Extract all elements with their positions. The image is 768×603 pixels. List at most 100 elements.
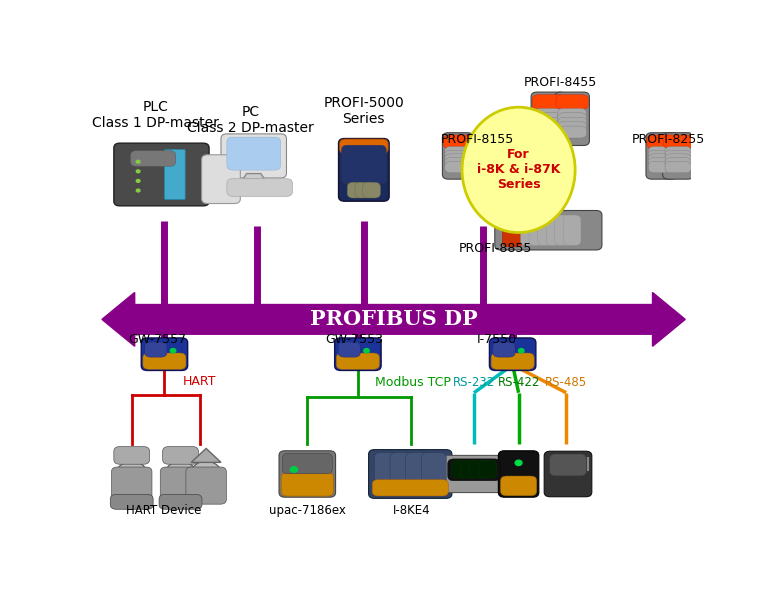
FancyBboxPatch shape [186, 467, 227, 504]
Circle shape [515, 460, 522, 466]
Text: PROFIBUS DP: PROFIBUS DP [310, 309, 478, 329]
FancyBboxPatch shape [529, 215, 547, 245]
Ellipse shape [462, 107, 575, 233]
FancyBboxPatch shape [532, 95, 564, 109]
FancyBboxPatch shape [534, 109, 563, 121]
FancyBboxPatch shape [663, 133, 694, 179]
FancyBboxPatch shape [558, 113, 587, 125]
FancyBboxPatch shape [442, 455, 505, 493]
FancyBboxPatch shape [281, 473, 333, 496]
Text: upac-7186ex: upac-7186ex [269, 504, 346, 517]
Text: PROFI-8255: PROFI-8255 [631, 133, 705, 146]
FancyBboxPatch shape [406, 453, 431, 487]
FancyBboxPatch shape [114, 447, 150, 464]
FancyBboxPatch shape [564, 215, 581, 245]
FancyBboxPatch shape [202, 155, 240, 204]
FancyBboxPatch shape [339, 139, 389, 201]
FancyBboxPatch shape [648, 147, 674, 158]
FancyBboxPatch shape [558, 109, 587, 121]
Circle shape [170, 349, 176, 353]
FancyBboxPatch shape [665, 157, 691, 169]
FancyBboxPatch shape [534, 126, 563, 138]
Circle shape [136, 160, 140, 163]
FancyBboxPatch shape [422, 453, 446, 487]
FancyBboxPatch shape [538, 215, 555, 245]
FancyBboxPatch shape [161, 467, 200, 504]
FancyBboxPatch shape [283, 453, 333, 474]
FancyBboxPatch shape [501, 476, 537, 496]
Circle shape [518, 349, 524, 353]
FancyBboxPatch shape [445, 147, 471, 158]
Ellipse shape [164, 461, 197, 491]
Polygon shape [191, 449, 221, 463]
Text: PROFI-8155: PROFI-8155 [441, 133, 515, 146]
Text: PC
Class 2 DP-master: PC Class 2 DP-master [187, 105, 314, 135]
FancyBboxPatch shape [443, 135, 472, 149]
FancyBboxPatch shape [227, 137, 280, 170]
FancyBboxPatch shape [489, 338, 536, 370]
FancyBboxPatch shape [648, 162, 674, 173]
FancyBboxPatch shape [114, 143, 209, 206]
FancyBboxPatch shape [336, 353, 379, 369]
FancyBboxPatch shape [502, 213, 522, 247]
FancyBboxPatch shape [558, 126, 587, 138]
FancyBboxPatch shape [445, 157, 471, 169]
FancyBboxPatch shape [448, 459, 500, 481]
FancyBboxPatch shape [221, 134, 286, 178]
Text: HART Device: HART Device [126, 504, 201, 517]
Circle shape [290, 467, 297, 472]
FancyBboxPatch shape [445, 154, 471, 165]
FancyBboxPatch shape [665, 162, 691, 173]
FancyBboxPatch shape [493, 342, 515, 357]
Circle shape [136, 180, 140, 182]
FancyBboxPatch shape [335, 338, 381, 370]
Text: RS-485: RS-485 [545, 376, 588, 389]
Text: PROFI-8455: PROFI-8455 [524, 76, 597, 89]
Polygon shape [102, 292, 685, 346]
FancyBboxPatch shape [372, 479, 449, 496]
Ellipse shape [190, 461, 223, 491]
FancyBboxPatch shape [143, 353, 186, 369]
FancyBboxPatch shape [111, 467, 152, 504]
FancyBboxPatch shape [460, 461, 478, 478]
FancyBboxPatch shape [141, 338, 187, 370]
FancyBboxPatch shape [545, 451, 592, 497]
FancyBboxPatch shape [546, 215, 564, 245]
FancyBboxPatch shape [390, 453, 415, 487]
FancyBboxPatch shape [646, 133, 677, 179]
FancyBboxPatch shape [131, 151, 176, 166]
FancyBboxPatch shape [558, 117, 587, 129]
FancyBboxPatch shape [163, 447, 198, 464]
FancyBboxPatch shape [279, 451, 336, 497]
Circle shape [136, 170, 140, 172]
Circle shape [364, 349, 369, 353]
FancyBboxPatch shape [342, 145, 386, 184]
Text: PLC
Class 1 DP-master: PLC Class 1 DP-master [92, 100, 219, 130]
FancyBboxPatch shape [531, 92, 565, 145]
FancyBboxPatch shape [558, 122, 587, 134]
FancyBboxPatch shape [369, 450, 452, 498]
FancyBboxPatch shape [347, 182, 365, 198]
FancyBboxPatch shape [469, 461, 488, 478]
FancyBboxPatch shape [159, 494, 202, 510]
Text: I-7550: I-7550 [477, 333, 517, 346]
FancyBboxPatch shape [111, 494, 153, 510]
Text: Modbus TCP: Modbus TCP [375, 376, 450, 389]
Text: PROFI-8855: PROFI-8855 [459, 242, 532, 255]
FancyBboxPatch shape [665, 150, 691, 162]
FancyBboxPatch shape [442, 133, 473, 179]
FancyBboxPatch shape [554, 215, 572, 245]
FancyBboxPatch shape [664, 135, 693, 149]
FancyBboxPatch shape [338, 342, 360, 357]
Text: For
i-8K & i-87K
Series: For i-8K & i-87K Series [477, 148, 561, 191]
FancyBboxPatch shape [144, 342, 167, 357]
FancyBboxPatch shape [445, 162, 471, 173]
FancyBboxPatch shape [452, 461, 469, 478]
FancyBboxPatch shape [355, 182, 372, 198]
FancyBboxPatch shape [498, 451, 539, 497]
FancyBboxPatch shape [648, 150, 674, 162]
FancyBboxPatch shape [534, 113, 563, 125]
Ellipse shape [115, 461, 148, 491]
Text: RS-232: RS-232 [453, 376, 495, 389]
Text: GW-7553: GW-7553 [325, 333, 383, 346]
